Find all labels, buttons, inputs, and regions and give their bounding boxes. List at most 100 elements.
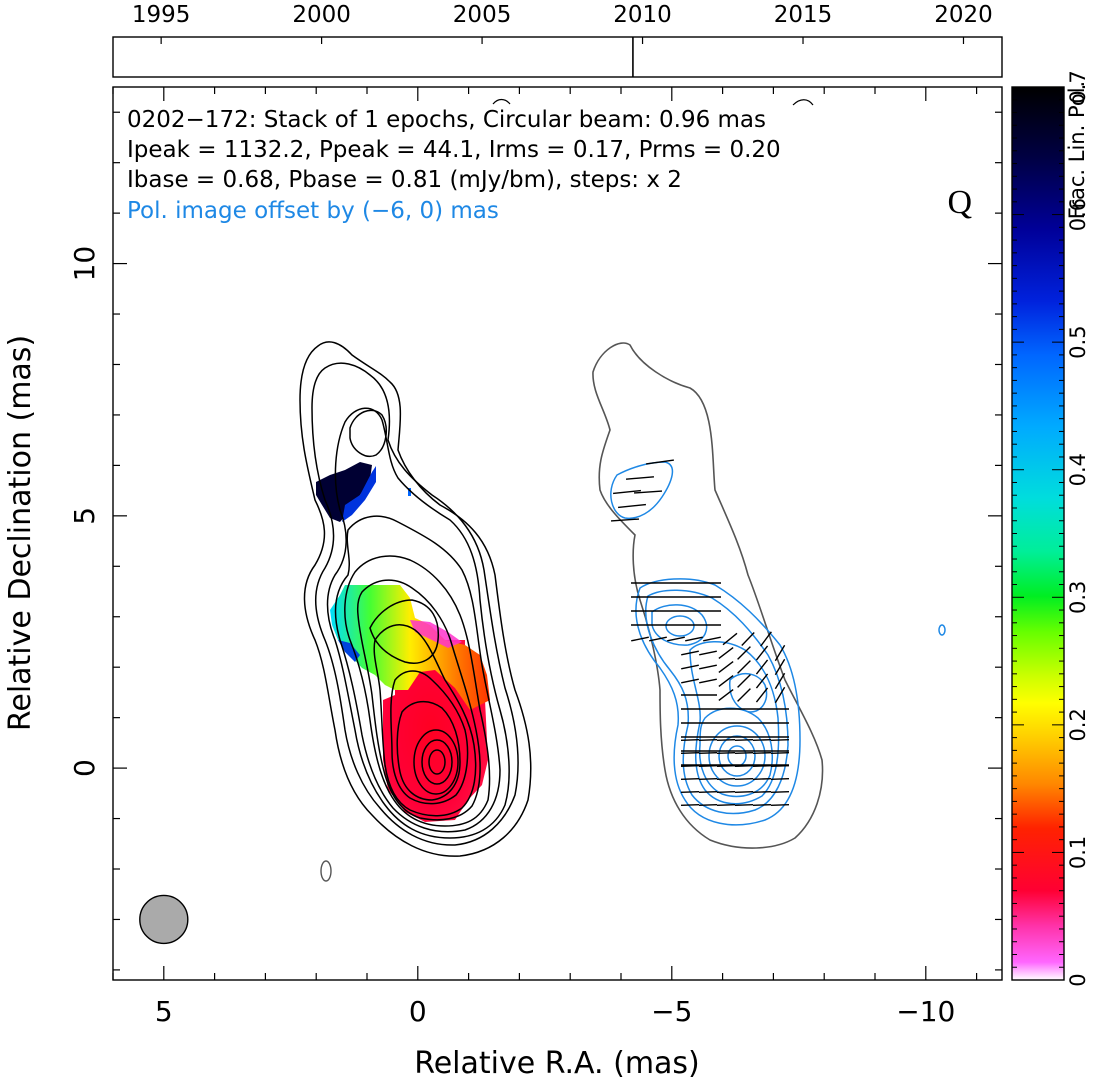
contour-2 [311,362,519,846]
evpa-stick [737,660,751,674]
evpa-stick [718,646,734,660]
epoch-tick-label: 2010 [613,2,672,28]
evpa-stick [698,790,718,794]
evpa-stick [734,803,754,807]
evpa-stick [631,636,649,642]
evpa-stick [698,738,718,742]
pol-contour-mid [729,673,768,713]
evpa-stick [680,738,700,742]
frac-pol-north-blob [316,462,372,522]
epoch-tick-label: 2000 [292,2,351,28]
evpa-stick [734,738,754,742]
pol-contour-5 [708,725,766,787]
pol-contour-4 [698,707,773,798]
evpa-stick [716,764,736,768]
evpa-stick [752,764,772,768]
contour-8 [390,670,469,805]
x-tick-label: 5 [155,995,173,1028]
evpa-stick [681,664,699,670]
evpa-stick [680,764,700,768]
evpa-stick [716,751,736,755]
colorbar-tick-label: 0.3 [1066,581,1090,614]
frac-pol-north-blob-blue [342,466,376,522]
colorbar-tick-label: 0.7 [1066,70,1090,103]
y-tick-label: 10 [68,246,101,282]
colorbar-tick-label: 0.1 [1066,836,1090,869]
contour-knot-inner [369,599,440,664]
evpa-stick [760,631,772,647]
evpa-stick [716,738,736,742]
evpa-stick [698,803,718,807]
pol-contour-3 [689,641,780,805]
tick-labels: 5 0 −5 −10 0 5 10 [68,246,955,1028]
evpa-stick [681,650,699,656]
annotation-line-3: Ibase = 0.68, Pbase = 0.81 (mJy/bm), ste… [127,167,682,193]
evpa-stick [722,632,738,646]
evpa-stick [741,632,755,646]
evpa-stick [680,803,700,807]
evpa-stick [752,738,772,742]
evpa-stick [755,673,769,689]
plot-frame [112,86,1003,981]
x-tick-label: −5 [651,995,692,1028]
evpa-stick [716,777,736,781]
contour-edge-arc-3 [720,80,735,86]
contour-4 [334,515,501,833]
evpa-sticks [610,459,790,807]
evpa-stick [618,503,646,509]
colorbar-scale [1011,86,1065,981]
evpa-stick [718,660,734,674]
evpa-stick [755,687,769,703]
evpa-stick [752,790,772,794]
evpa-stick [680,777,700,781]
colorbar-tick-label: 0 [1066,973,1090,986]
evpa-stick [703,636,721,642]
evpa-stick [610,518,640,522]
annotation-pol-offset: Pol. image offset by (−6, 0) mas [127,198,499,224]
frac-pol-magenta-edge [410,620,462,648]
evpa-stick [755,645,769,661]
evpa-stick [752,803,772,807]
restoring-beam [139,894,189,945]
colorbar-tick-label: 0.4 [1066,453,1090,486]
evpa-stick [716,803,736,807]
total-intensity-contours [299,80,814,882]
epoch-strip [112,36,1003,78]
evpa-stick [734,777,754,781]
contour-6 [356,579,481,821]
pol-contour-1 [635,578,801,826]
evpa-stick [698,764,718,768]
colorbar-tick-label: 0.5 [1066,325,1090,358]
pol-intensity-contours [610,461,946,826]
evpa-stick [699,664,717,670]
pol-offset-outline [592,342,824,849]
frac-pol-blue-edge [338,640,360,662]
evpa-stick [667,636,685,642]
evpa-stick [752,751,772,755]
contour-7 [373,624,477,817]
evpa-stick [774,644,786,662]
epoch-tick-label: 2005 [453,2,512,28]
annotation-line-2: Ipeak = 1132.2, Ppeak = 44.1, Irms = 0.1… [127,137,781,163]
plot-area: 5 0 −5 −10 0 5 10 0202−172: Stack of 1 epochs,… [68,80,1003,1028]
frac-pol-speck [408,488,411,496]
contour-10 [413,729,459,795]
evpa-stick [698,777,718,781]
evpa-stick [625,476,655,480]
evpa-stick [718,674,734,688]
evpa-stick [774,658,786,676]
y-tick-label: 0 [68,759,101,777]
evpa-stick [770,803,790,807]
evpa-stick [770,777,790,781]
contour-noise-blob [320,860,332,882]
evpa-stick [716,790,736,794]
pol-contour-speck [938,624,946,636]
evpa-stick [734,790,754,794]
evpa-stick [770,790,790,794]
epoch-tick-label: 2015 [774,2,833,28]
evpa-stick [755,659,769,675]
evpa-stick [770,764,790,768]
contour-3 [326,407,510,839]
contour-12 [428,749,446,775]
